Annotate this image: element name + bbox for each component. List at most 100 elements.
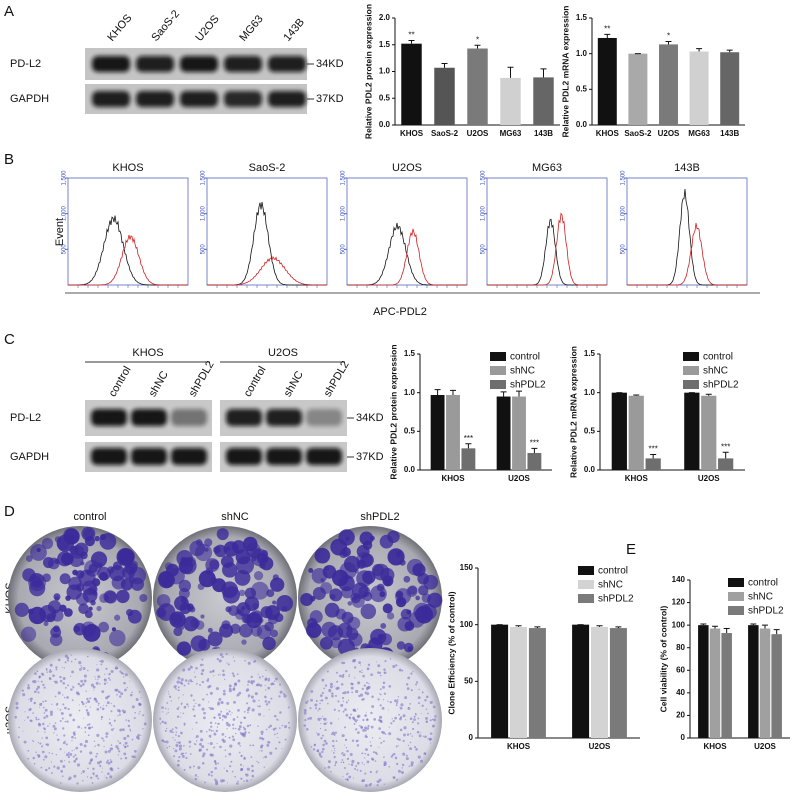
colony: [167, 691, 170, 693]
lane-label: KHOS: [105, 12, 134, 44]
legend-swatch: [578, 580, 594, 589]
colony: [177, 686, 180, 689]
colony: [164, 562, 174, 571]
colony: [424, 735, 427, 739]
colony: [97, 675, 101, 679]
legend-swatch: [683, 352, 699, 361]
colony: [231, 735, 235, 738]
colony: [195, 741, 197, 743]
colony: [348, 632, 363, 647]
colony: [399, 706, 403, 710]
colony: [75, 691, 79, 695]
colony: [351, 691, 354, 694]
colony: [158, 571, 175, 589]
colony: [100, 534, 107, 541]
colony: [228, 689, 232, 693]
colony: [34, 690, 37, 694]
colony: [262, 636, 276, 651]
colony: [37, 755, 41, 758]
colony: [189, 540, 206, 557]
colony: [73, 760, 77, 763]
x-tick-label: KHOS: [703, 742, 727, 751]
colony: [90, 551, 108, 568]
colony: [96, 708, 100, 711]
colony: [415, 683, 418, 686]
colony: [224, 678, 226, 681]
colony: [340, 752, 343, 755]
y-tick-label: 0.0: [379, 120, 391, 129]
colony: [359, 693, 364, 697]
colony: [30, 697, 33, 701]
colony: [107, 677, 110, 680]
colony: [364, 784, 368, 787]
colony: [37, 680, 39, 682]
colony: [129, 728, 131, 731]
colony: [49, 723, 51, 725]
colony: [236, 693, 240, 697]
colony: [45, 667, 48, 670]
colony: [183, 616, 199, 632]
colony: [208, 707, 210, 709]
colony: [359, 670, 361, 673]
colony: [383, 783, 385, 785]
colony: [64, 706, 67, 710]
colony: [333, 755, 336, 759]
legend-swatch: [683, 380, 699, 389]
y-tick-label: 50: [464, 676, 473, 685]
row-label: GAPDH: [10, 451, 49, 463]
colony: [43, 621, 49, 627]
colony: [208, 734, 212, 738]
colony: [259, 562, 266, 569]
band: [268, 56, 306, 72]
colony: [209, 753, 213, 757]
colony: [64, 751, 66, 753]
y-tick-label: 500: [481, 244, 487, 255]
colony: [259, 750, 261, 752]
colony: [118, 750, 121, 753]
colony: [415, 681, 419, 684]
colony: [88, 761, 92, 765]
colony: [109, 747, 113, 751]
colony: [380, 623, 387, 629]
colony: [355, 728, 358, 731]
colony: [41, 737, 43, 739]
colony: [370, 725, 374, 729]
colony: [131, 755, 134, 758]
colony: [135, 698, 139, 701]
y-tick-label: 1.5: [379, 40, 391, 49]
colony: [210, 774, 213, 777]
colony: [342, 753, 346, 757]
colony: [251, 769, 254, 773]
bar: [611, 392, 627, 470]
colony: [186, 703, 189, 706]
y-tick-label: 1.5: [584, 349, 596, 358]
colony: [322, 743, 326, 747]
colony: [105, 704, 108, 707]
colony: [156, 607, 167, 618]
colony: [224, 749, 227, 751]
colony: [364, 726, 367, 730]
colony: [133, 717, 136, 720]
colony: [193, 705, 195, 708]
colony: [74, 754, 77, 756]
colony: [345, 701, 348, 704]
row-label: GAPDH: [10, 93, 49, 105]
colony: [109, 718, 111, 720]
colony: [338, 718, 340, 720]
legend-swatch: [728, 606, 744, 615]
colony: [187, 682, 190, 685]
colony: [283, 694, 287, 698]
colony: [29, 699, 33, 702]
colony: [14, 715, 18, 719]
colony: [123, 736, 127, 741]
colony: [67, 756, 70, 759]
colony: [86, 776, 89, 778]
colony: [374, 760, 377, 763]
colony: [92, 767, 95, 771]
colony: [411, 721, 414, 724]
colony: [243, 716, 247, 719]
colony: [195, 734, 199, 738]
colony: [376, 583, 385, 592]
colony: [354, 729, 356, 731]
colony: [389, 701, 392, 704]
